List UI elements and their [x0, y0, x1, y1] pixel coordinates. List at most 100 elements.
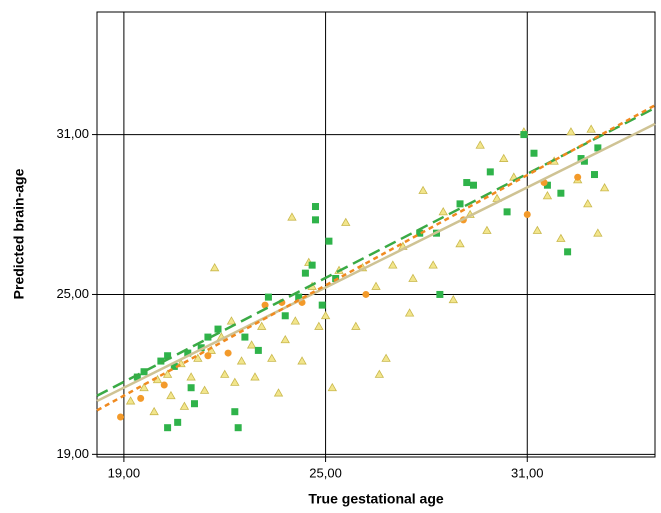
triangle-point — [448, 294, 459, 304]
circle-point — [160, 381, 168, 389]
circle-point — [117, 413, 125, 421]
fit-line — [96, 122, 656, 403]
circle-point — [224, 349, 232, 357]
triangle-point — [428, 260, 438, 269]
triangle-point — [250, 372, 260, 381]
circle-point — [137, 394, 145, 402]
square-point — [486, 168, 494, 176]
circle-point — [204, 352, 212, 360]
triangle-point — [438, 207, 448, 216]
square-point — [231, 408, 239, 416]
square-point — [184, 349, 192, 357]
square-point — [214, 325, 222, 333]
triangle-point — [586, 124, 596, 133]
triangle-point — [542, 191, 553, 200]
square-point — [164, 352, 172, 360]
square-point — [140, 368, 148, 376]
y-tick-label: 31,00 — [56, 126, 89, 141]
triangle-point — [556, 233, 566, 242]
square-point — [241, 333, 249, 341]
fit-line — [96, 106, 656, 397]
square-point — [174, 418, 182, 426]
square-point — [311, 203, 319, 211]
square-point — [557, 189, 565, 197]
square-point — [503, 208, 511, 216]
triangle-point — [246, 340, 257, 349]
square-point — [456, 200, 464, 208]
x-axis-label: True gestational age — [308, 491, 444, 507]
triangle-point — [320, 310, 331, 320]
triangle-point — [186, 372, 196, 381]
square-point — [281, 312, 289, 320]
square-point — [580, 157, 588, 165]
y-tick-label: 19,00 — [56, 446, 89, 461]
triangle-point — [149, 406, 159, 416]
triangle-point — [499, 153, 509, 162]
square-point — [318, 301, 326, 309]
square-point — [436, 290, 444, 298]
triangle-point — [226, 316, 237, 325]
square-point — [469, 181, 477, 189]
square-point — [325, 237, 333, 245]
triangle-point — [314, 321, 324, 330]
triangle-point — [125, 396, 136, 405]
square-point — [264, 293, 272, 301]
square-point — [463, 179, 471, 187]
triangle-point — [341, 217, 351, 226]
triangle-point — [280, 334, 290, 344]
x-tick-label: 25,00 — [309, 465, 342, 480]
triangle-point — [199, 385, 210, 394]
triangle-point — [566, 127, 576, 136]
triangle-point — [257, 321, 267, 330]
triangle-point — [583, 199, 593, 208]
triangle-point — [162, 369, 173, 378]
square-point — [416, 229, 424, 237]
circle-point — [523, 211, 531, 219]
square-point — [170, 362, 178, 370]
square-point — [254, 346, 262, 354]
square-point — [164, 424, 172, 432]
triangle-point — [139, 382, 149, 392]
square-point — [204, 333, 212, 341]
triangle-point — [475, 140, 485, 149]
triangle-point — [290, 316, 301, 325]
y-axis-label: Predicted brain-age — [11, 168, 27, 299]
triangle-point — [388, 260, 398, 269]
triangle-point — [166, 390, 176, 400]
triangle-point — [273, 388, 284, 397]
square-point — [234, 424, 242, 432]
triangle-point — [220, 369, 230, 378]
square-point — [530, 149, 538, 157]
triangle-point — [455, 239, 465, 248]
square-point — [308, 261, 316, 269]
x-tick-label: 19,00 — [108, 465, 141, 480]
triangle-point — [297, 356, 307, 365]
square-point — [590, 171, 598, 179]
y-tick-label: 25,00 — [56, 286, 89, 301]
triangle-point — [371, 281, 381, 290]
triangle-point — [327, 382, 337, 392]
circle-point — [574, 173, 582, 181]
triangle-point — [599, 183, 610, 192]
triangle-point — [418, 185, 428, 194]
plot-frame — [96, 11, 656, 458]
triangle-point — [408, 273, 418, 282]
square-point — [295, 293, 303, 301]
triangle-point — [593, 228, 603, 237]
square-point — [564, 248, 572, 256]
square-point — [594, 144, 602, 152]
circle-point — [362, 290, 370, 298]
triangle-point — [230, 377, 240, 386]
triangle-point — [532, 225, 543, 234]
triangle-point — [374, 369, 385, 378]
triangle-point — [482, 225, 492, 234]
triangle-point — [236, 356, 247, 365]
triangle-point — [381, 353, 391, 362]
triangle-point — [209, 263, 220, 272]
triangle-point — [351, 321, 361, 330]
square-point — [187, 384, 195, 392]
x-tick-label: 31,00 — [511, 465, 544, 480]
triangle-point — [193, 353, 203, 362]
